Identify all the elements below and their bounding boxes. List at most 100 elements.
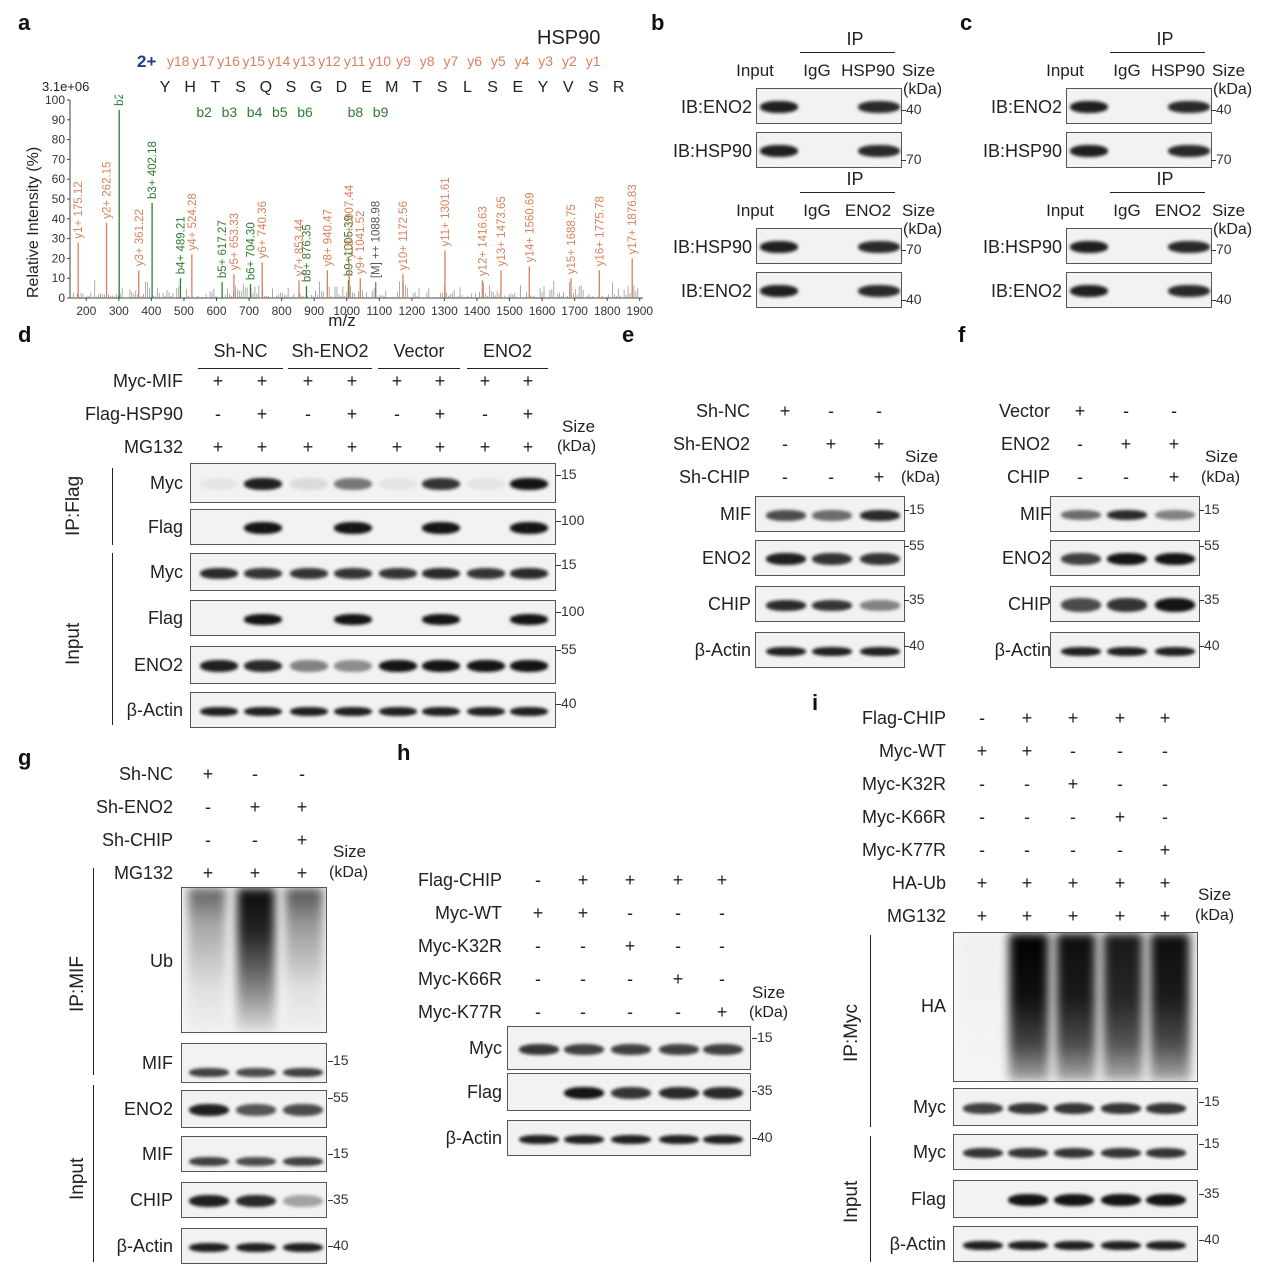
sign-plus: + <box>624 936 636 956</box>
sign-minus: - <box>627 1002 633 1022</box>
sign-plus: + <box>391 437 403 457</box>
treatment-label: ENO2 <box>1000 434 1050 454</box>
sign-plus: + <box>1067 873 1079 893</box>
sign-minus: - <box>580 969 586 989</box>
sequence-residue: Y <box>537 79 549 96</box>
band <box>422 522 460 534</box>
input-bracket <box>112 553 113 725</box>
band <box>963 1102 1003 1114</box>
band-input <box>1070 241 1108 253</box>
sign-plus: + <box>976 873 988 893</box>
band <box>963 1240 1003 1250</box>
band <box>200 567 238 579</box>
size-header: Size <box>1205 447 1239 466</box>
peak-label: y1+ 175.12 <box>73 181 85 238</box>
band <box>1155 646 1195 656</box>
treatment-label: HA-Ub <box>891 873 946 893</box>
treatment-label: Flag-HSP90 <box>84 404 183 424</box>
blot-strip <box>756 228 902 264</box>
x-tick-label: 300 <box>109 304 129 318</box>
blot-label: β-Actin <box>889 1234 946 1254</box>
peak-label: y15+ 1688.75 <box>566 204 578 274</box>
sign-minus: - <box>627 903 633 923</box>
y-ion-label: y5 <box>490 53 506 69</box>
sign-plus: + <box>391 371 403 391</box>
sign-minus: - <box>828 467 834 487</box>
band <box>1101 1102 1141 1114</box>
sign-minus: - <box>1077 434 1083 454</box>
y-axis-label: Relative Intensity (%) <box>25 146 42 298</box>
marker-tick <box>904 510 909 511</box>
group-underline <box>378 368 460 369</box>
peak-label: y5+ 653.33 <box>229 213 241 270</box>
lane-header: Input <box>1046 61 1084 80</box>
x-tick-label: 800 <box>272 304 292 318</box>
b-ion-label: b4 <box>246 104 263 120</box>
sign-plus: + <box>672 969 684 989</box>
sign-minus: - <box>1123 401 1129 421</box>
size-header: Size <box>752 983 786 1002</box>
peak-label: [M] ++ 1088.98 <box>371 201 383 278</box>
treatment-label: Myc-WT <box>879 741 946 761</box>
band <box>1054 1240 1094 1250</box>
sign-plus: + <box>873 467 885 487</box>
blot-strip <box>756 272 902 308</box>
sign-minus: - <box>215 404 221 424</box>
peak-label: y2+ 262.15 <box>102 162 114 219</box>
lane-header: HSP90 <box>841 61 895 80</box>
band <box>1107 646 1147 656</box>
spectrum-plot: 0 10 20 30 40 50 60 70 80 90 100 200 300 400 500 600 700… <box>45 95 653 318</box>
marker-tick <box>556 650 561 651</box>
y-tick-label: 10 <box>52 271 66 285</box>
band <box>564 1043 604 1055</box>
peak-label: y4+ 524.28 <box>187 193 199 250</box>
peak-label: y18++1007.44 <box>344 184 356 258</box>
size-marker: 40 <box>1216 291 1232 307</box>
blot-strip <box>1066 228 1212 264</box>
size-marker: 55 <box>561 641 577 657</box>
band <box>283 1104 323 1116</box>
blot-label: ENO2 <box>1001 548 1051 568</box>
sign-minus: - <box>675 936 681 956</box>
panel-letter-e: e <box>622 322 635 347</box>
ip-label: IP <box>846 29 864 49</box>
kda-header: (kDa) <box>1195 907 1235 924</box>
sign-minus: - <box>252 830 258 850</box>
blot-strip <box>1050 540 1200 576</box>
band <box>659 1134 699 1144</box>
y-ion-label: y14 <box>267 53 291 69</box>
sequence-residue: E <box>361 79 372 96</box>
sign-minus: - <box>1123 467 1129 487</box>
sequence-residue: G <box>309 79 323 96</box>
band <box>334 660 372 672</box>
kda-header: (kDa) <box>749 1004 789 1021</box>
treatment-label: Myc-MIF <box>113 371 183 391</box>
marker-tick <box>1199 600 1204 601</box>
blot-strip <box>190 692 556 728</box>
peak-label: b5+ 617.27 <box>217 220 229 278</box>
sign-plus: + <box>434 371 446 391</box>
group-underline <box>467 368 548 369</box>
band <box>519 1043 559 1055</box>
band <box>236 1067 276 1077</box>
sequence-residue: T <box>412 79 422 96</box>
sign-plus: + <box>256 404 268 424</box>
band <box>519 1134 559 1144</box>
section-label-ip: IP:MIF <box>67 956 88 1012</box>
blot-strip <box>1050 496 1200 532</box>
band <box>189 1195 229 1207</box>
band <box>703 1134 743 1144</box>
sign-plus: + <box>346 437 358 457</box>
peak-label: y6+ 740.36 <box>257 201 269 258</box>
sign-plus: + <box>577 870 589 890</box>
blot-label: MIF <box>720 504 751 524</box>
b-ion-label: b5 <box>272 104 288 120</box>
size-marker: 15 <box>333 1145 349 1161</box>
y-tick-label: 80 <box>52 133 66 147</box>
band-ip <box>1168 241 1210 253</box>
sign-plus: + <box>522 404 534 424</box>
size-marker: 35 <box>1204 1185 1220 1201</box>
sign-minus: - <box>719 969 725 989</box>
band <box>1061 510 1101 520</box>
band <box>200 660 238 672</box>
